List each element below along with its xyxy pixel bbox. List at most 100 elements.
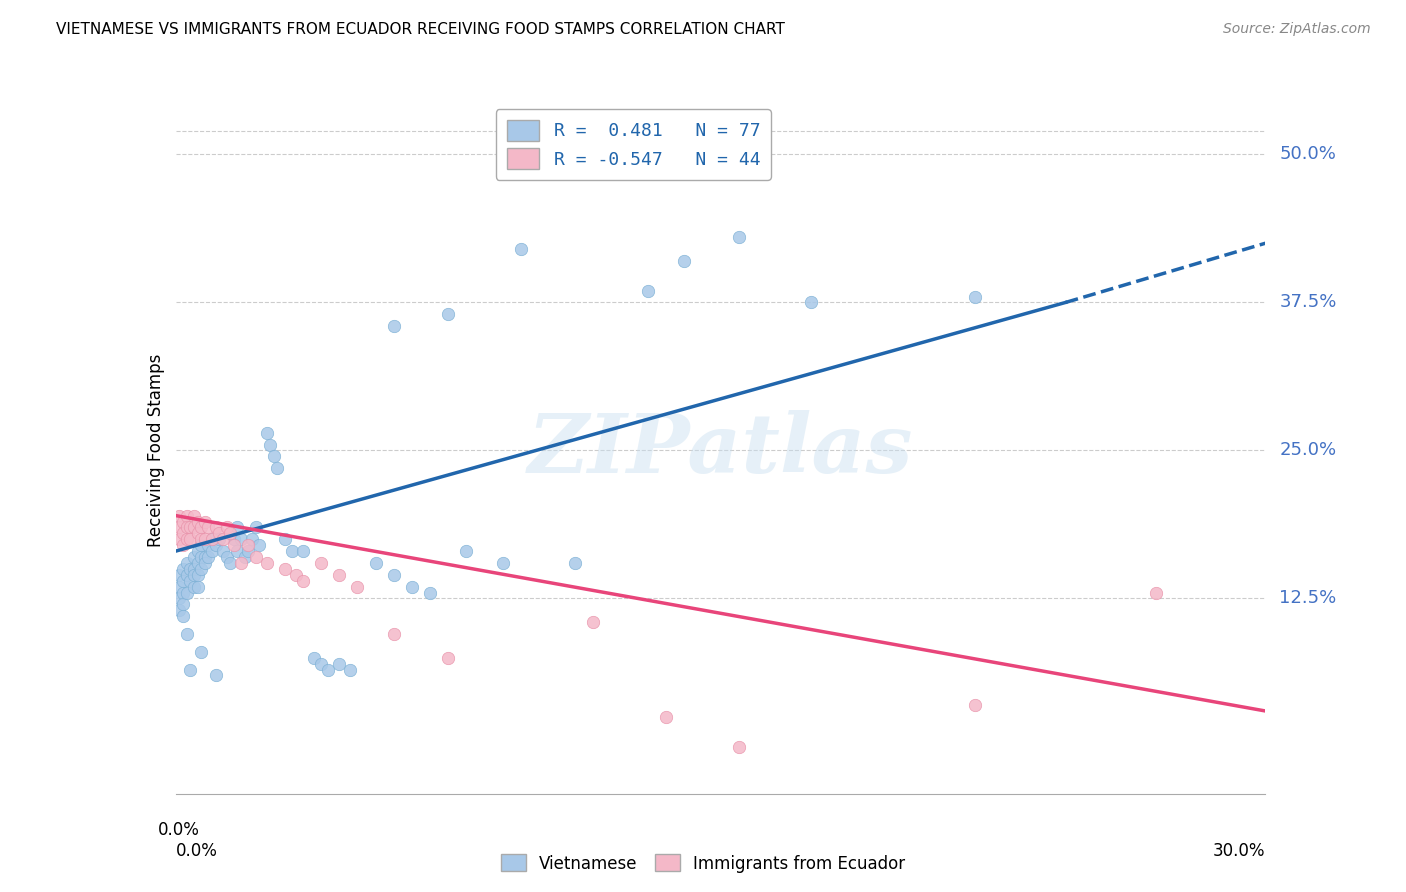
Point (637, 284, 659, 298)
Point (212, 544, 235, 558)
Text: VIETNAMESE VS IMMIGRANTS FROM ECUADOR RECEIVING FOOD STAMPS CORRELATION CHART: VIETNAMESE VS IMMIGRANTS FROM ECUADOR RE… (56, 22, 785, 37)
Point (179, 533, 201, 547)
Point (169, 508, 191, 523)
Point (183, 520, 205, 534)
Point (169, 533, 191, 547)
Point (201, 533, 224, 547)
Point (169, 567, 191, 582)
Point (194, 556, 217, 570)
Point (222, 533, 245, 547)
Point (186, 567, 209, 582)
Point (655, 710, 678, 724)
Point (564, 556, 586, 570)
Point (219, 556, 242, 570)
Point (176, 508, 198, 523)
Legend: R =  0.481   N = 77, R = -0.547   N = 44: R = 0.481 N = 77, R = -0.547 N = 44 (496, 109, 770, 180)
Point (226, 520, 249, 534)
Point (201, 533, 224, 547)
Point (169, 520, 191, 534)
Point (176, 533, 198, 547)
Point (247, 538, 270, 552)
Point (176, 556, 198, 570)
Point (186, 580, 209, 594)
Text: 25.0%: 25.0% (1279, 442, 1337, 459)
Point (169, 603, 191, 617)
Point (1146, 585, 1168, 599)
Point (190, 538, 212, 552)
Point (318, 663, 340, 677)
Point (263, 450, 285, 464)
Point (233, 549, 256, 564)
Text: ZIPatlas: ZIPatlas (527, 410, 914, 491)
Text: 50.0%: 50.0% (1279, 145, 1336, 163)
Point (582, 615, 605, 630)
Point (179, 562, 201, 576)
Point (190, 533, 212, 547)
Point (208, 533, 231, 547)
Point (172, 538, 194, 552)
Point (176, 585, 198, 599)
Point (382, 319, 405, 334)
Point (197, 549, 219, 564)
Point (437, 650, 460, 665)
Point (172, 562, 194, 576)
Text: 30.0%: 30.0% (1213, 842, 1265, 860)
Point (291, 574, 314, 588)
Point (179, 520, 201, 534)
Point (274, 533, 297, 547)
Point (179, 574, 201, 588)
Point (238, 538, 260, 552)
Point (240, 533, 263, 547)
Point (215, 520, 238, 534)
Point (183, 567, 205, 582)
Point (226, 544, 249, 558)
Point (169, 580, 191, 594)
Point (309, 556, 332, 570)
Point (176, 627, 198, 641)
Point (183, 562, 205, 576)
Text: 12.5%: 12.5% (1279, 590, 1337, 607)
Point (266, 461, 288, 475)
Point (190, 549, 212, 564)
Point (401, 580, 423, 594)
Point (215, 549, 238, 564)
Point (172, 585, 194, 599)
Point (328, 657, 350, 671)
Point (291, 544, 314, 558)
Point (245, 520, 267, 534)
Point (456, 544, 478, 558)
Text: 37.5%: 37.5% (1279, 293, 1337, 311)
Point (208, 526, 231, 541)
Point (284, 567, 307, 582)
Point (259, 437, 281, 451)
Point (492, 556, 515, 570)
Point (190, 645, 212, 659)
Point (176, 520, 198, 534)
Point (190, 562, 212, 576)
Point (231, 533, 253, 547)
Point (186, 544, 209, 558)
Point (172, 609, 194, 624)
Text: Source: ZipAtlas.com: Source: ZipAtlas.com (1223, 22, 1371, 37)
Point (231, 556, 253, 570)
Point (183, 549, 205, 564)
Point (172, 515, 194, 529)
Point (419, 585, 441, 599)
Legend: Vietnamese, Immigrants from Ecuador: Vietnamese, Immigrants from Ecuador (495, 847, 911, 880)
Point (204, 668, 226, 682)
Point (382, 567, 405, 582)
Text: 0.0%: 0.0% (176, 842, 218, 860)
Point (183, 508, 205, 523)
Point (800, 295, 823, 310)
Point (364, 556, 387, 570)
Point (176, 567, 198, 582)
Point (382, 627, 405, 641)
Point (172, 598, 194, 612)
Point (190, 520, 212, 534)
Point (673, 254, 696, 268)
Point (169, 591, 191, 606)
Point (238, 544, 260, 558)
Point (219, 526, 242, 541)
Point (194, 533, 217, 547)
Point (194, 549, 217, 564)
